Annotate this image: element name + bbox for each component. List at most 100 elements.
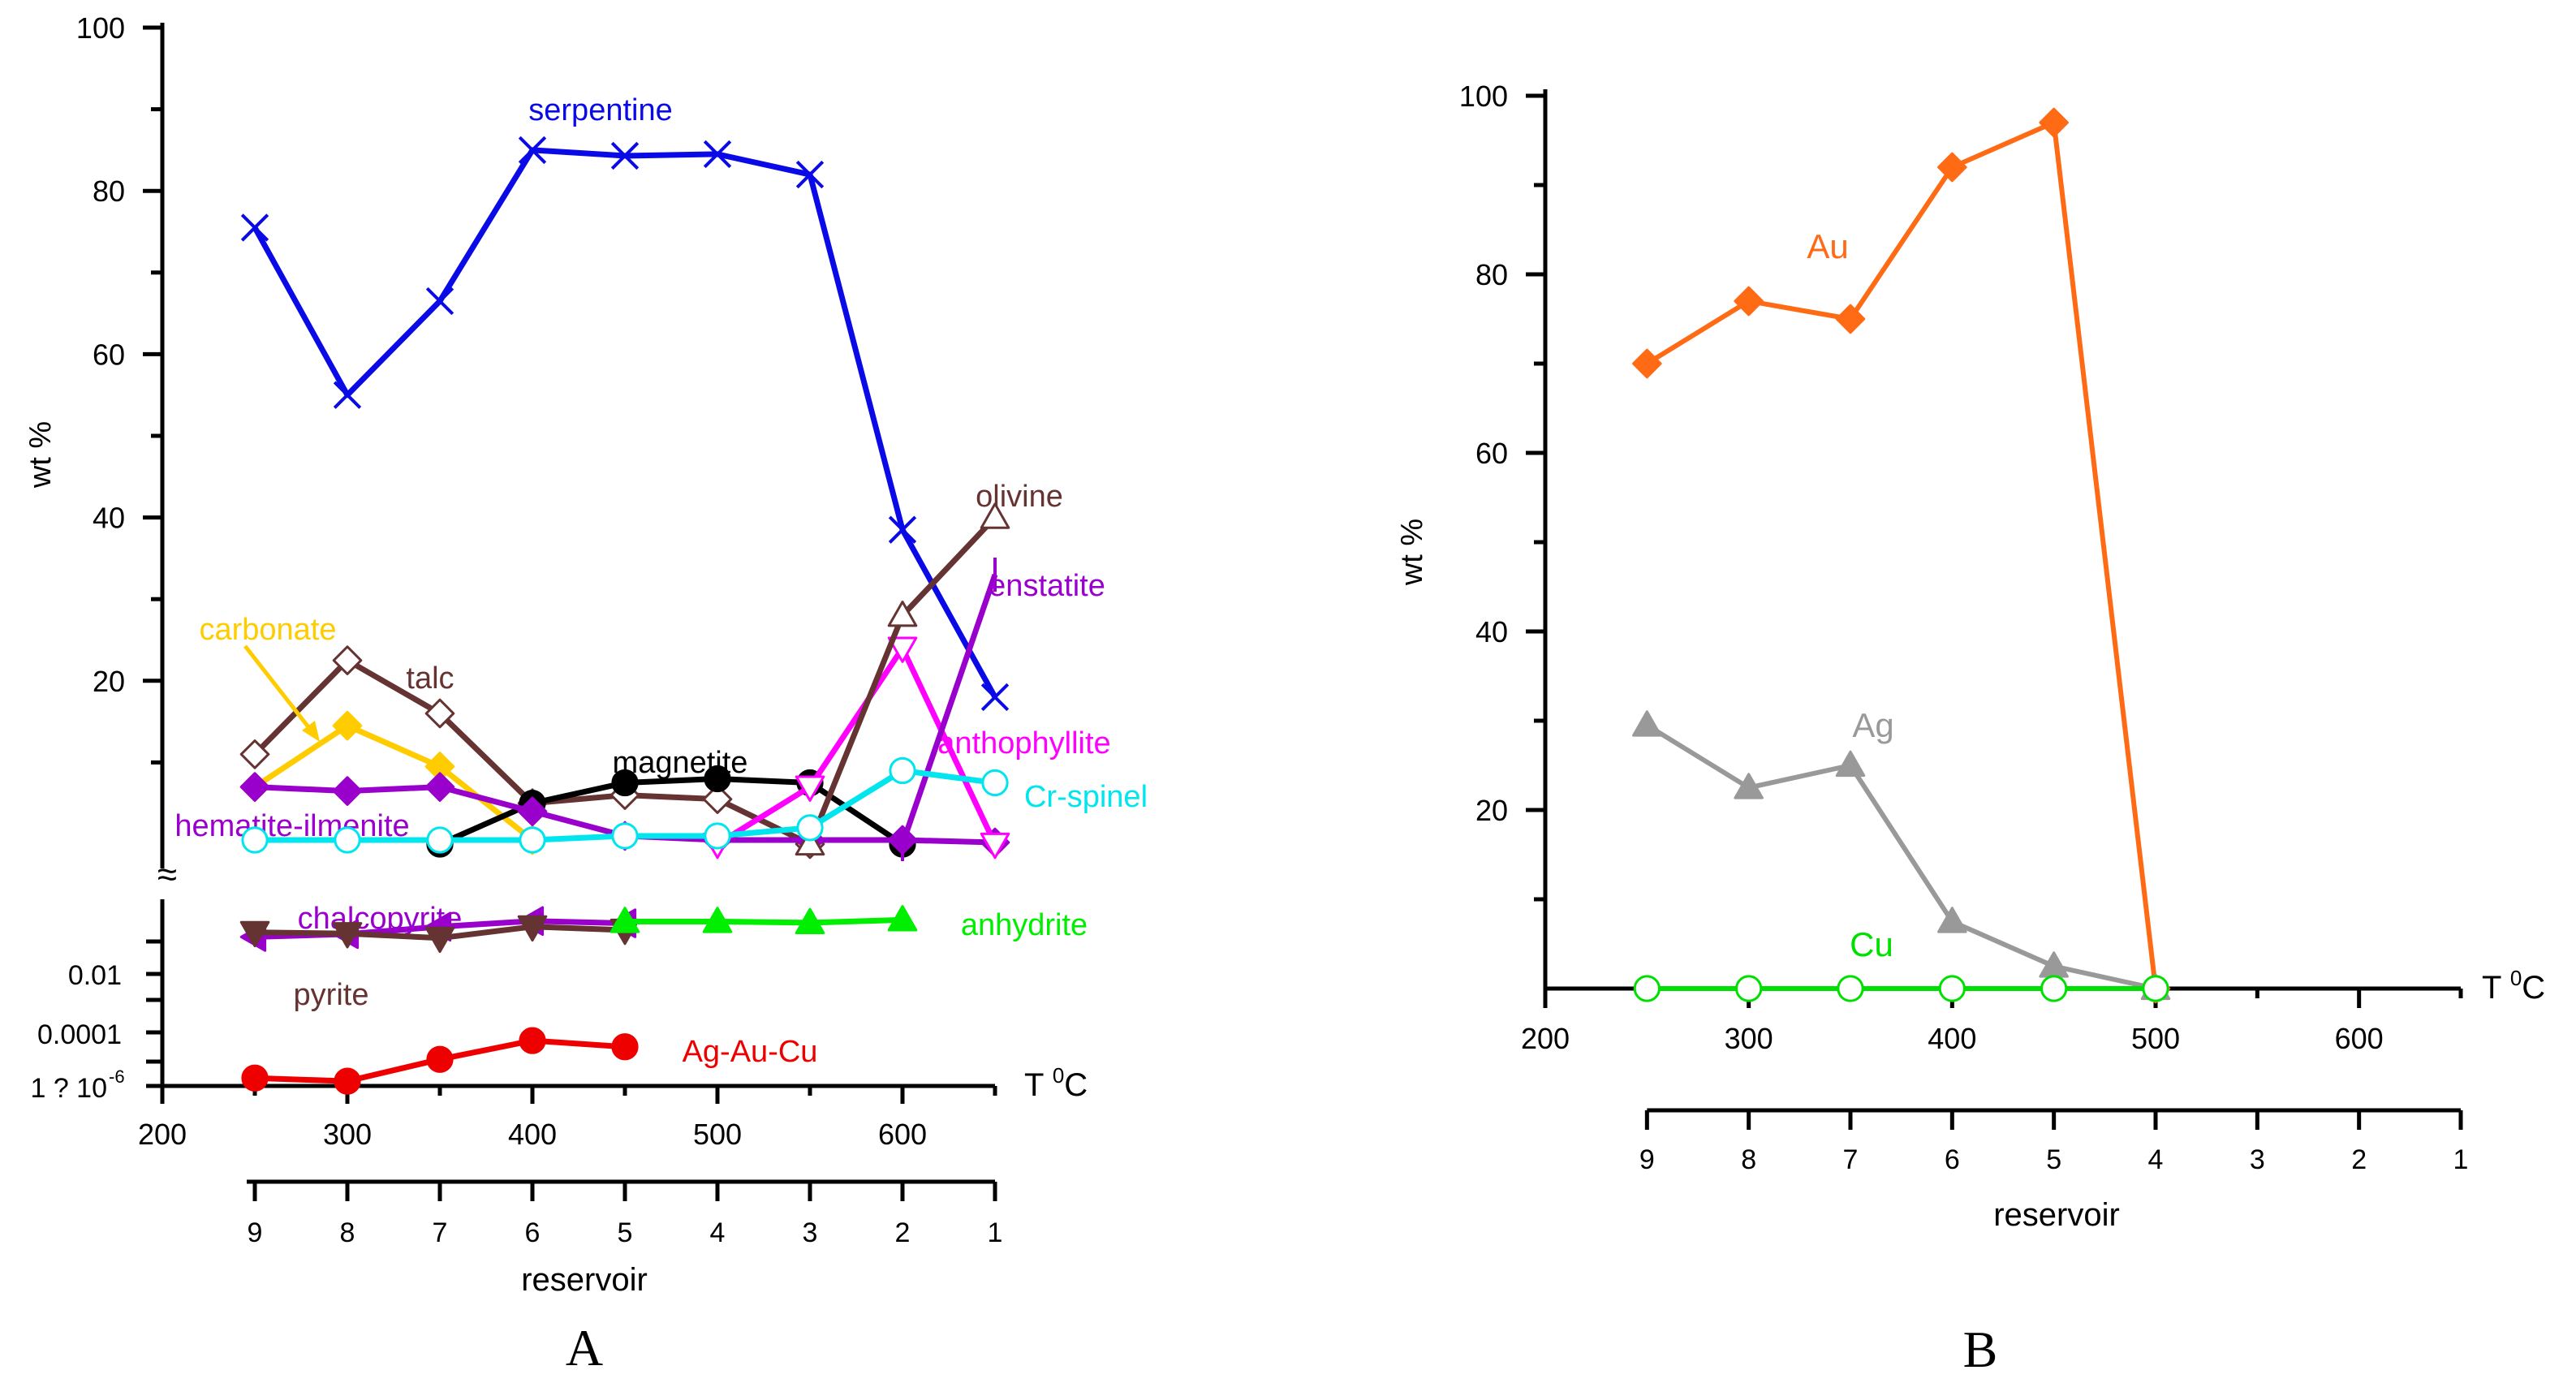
- data-point-stroke-b: [240, 213, 269, 242]
- data-point: [239, 739, 270, 769]
- data-point: [795, 907, 825, 934]
- x-axis-label-t: T 0C: [2482, 966, 2545, 1006]
- data-point-stroke-b: [518, 136, 547, 165]
- data-point-stroke-b: [610, 141, 640, 170]
- reservoir-tick-label: 2: [2351, 1144, 2367, 1175]
- series-label: Cr-spinel: [1024, 780, 1148, 814]
- x-tick-label: 500: [2131, 1022, 2180, 1055]
- y-tick-label: 60: [93, 338, 125, 371]
- reservoir-label: reservoir: [1993, 1197, 2120, 1233]
- reservoir-tick-label: 6: [1945, 1144, 1960, 1175]
- panel-a-series: serpentine carbonate talc magnetitehematite…: [174, 93, 1148, 1095]
- x-axis-unit-letter: C: [1064, 1067, 1088, 1103]
- series-hematite-ilmenite: hematite-ilmenite: [174, 772, 1010, 858]
- data-point: [702, 784, 733, 814]
- y-tick-label: 20: [1475, 794, 1508, 827]
- reservoir-label: reservoir: [521, 1262, 648, 1298]
- series-label: Ag: [1852, 706, 1893, 744]
- data-point: [332, 645, 363, 675]
- reservoir-tick-label: 9: [248, 1217, 263, 1248]
- data-point-stroke-b: [888, 515, 917, 544]
- x-tick-label: 600: [2335, 1022, 2384, 1055]
- series-label: pyrite: [294, 978, 369, 1012]
- data-point: [425, 287, 454, 316]
- series-cu: Cu: [1633, 925, 2169, 1002]
- x-tick-label: 400: [1928, 1022, 1976, 1055]
- data-point: [980, 832, 1010, 860]
- data-point: [424, 772, 455, 802]
- y-axis-label: wt %: [1395, 519, 1429, 586]
- reservoir-tick-label: 9: [1639, 1144, 1655, 1175]
- reservoir-tick-label: 8: [1741, 1144, 1756, 1175]
- arrow-shaft: [243, 644, 317, 737]
- series-label: enstatite: [989, 569, 1105, 603]
- data-point: [424, 698, 455, 729]
- data-point: [332, 710, 363, 741]
- x-axis-unit-letter: C: [2522, 970, 2545, 1006]
- panel-label-b: B: [1963, 1321, 1998, 1378]
- reservoir-tick-label: 2: [895, 1217, 911, 1248]
- series-enstatite: enstatite: [899, 558, 1105, 861]
- data-point: [241, 1064, 269, 1092]
- reservoir-tick-label: 3: [2250, 1144, 2265, 1175]
- x-axis-label-t: T 0C: [1024, 1063, 1088, 1103]
- panel-a-labels: wt % ≈ T 0C reservoir A: [24, 421, 1088, 1377]
- reservoir-tick-label: 5: [618, 1217, 633, 1248]
- series-label: olivine: [976, 480, 1063, 514]
- data-point: [239, 920, 270, 948]
- carbonate-arrow: [243, 644, 320, 742]
- series-label: magnetite: [613, 746, 748, 780]
- data-point: [1735, 975, 1763, 1002]
- y-tick-label: 100: [1459, 80, 1508, 113]
- data-point: [1633, 975, 1661, 1002]
- data-point: [795, 829, 825, 856]
- data-point: [611, 1033, 639, 1061]
- data-point: [980, 683, 1010, 712]
- series-line: [625, 916, 903, 926]
- series-line: [252, 147, 998, 699]
- panel-b-axes: 20 40 60 80 100 200 300 400 500 600 9 8 7 6 5 4 3 2 1: [1459, 80, 2469, 1175]
- data-point: [704, 765, 731, 793]
- x-tick-label: 400: [508, 1118, 557, 1151]
- data-point: [796, 814, 824, 842]
- data-point: [1837, 975, 1864, 1002]
- series-anthophyllite: anthophyllite: [702, 636, 1111, 860]
- data-point: [888, 515, 917, 544]
- y-tick-label: 1 ? 10: [30, 1073, 107, 1104]
- y-tick-label: 0.01: [68, 960, 122, 991]
- y-tick-label: 0.0001: [37, 1019, 122, 1050]
- data-point: [239, 772, 270, 802]
- data-point: [1734, 286, 1764, 317]
- y-tick-label: 60: [1475, 437, 1508, 470]
- series-label: serpentine: [528, 93, 672, 127]
- data-point-stroke-b: [703, 140, 732, 169]
- series-label: anthophyllite: [937, 726, 1110, 760]
- series-line: [1645, 120, 2158, 989]
- data-point: [887, 601, 918, 627]
- reservoir-tick-label: 7: [1843, 1144, 1859, 1175]
- reservoir-tick-label: 5: [2046, 1144, 2061, 1175]
- data-point: [2040, 975, 2068, 1002]
- x-axis-unit-sup: 0: [2510, 966, 2522, 990]
- reservoir-tick-label: 1: [2453, 1144, 2469, 1175]
- data-point: [426, 826, 454, 854]
- series-line: [716, 645, 998, 847]
- data-point-stroke-b: [795, 160, 825, 189]
- reservoir-tick-label: 4: [710, 1217, 726, 1248]
- series-label: Cu: [1850, 925, 1893, 963]
- series-ag-au-cu: Ag-Au-Cu: [241, 1027, 817, 1095]
- data-point-stroke-b: [980, 683, 1010, 712]
- y-tick-label: 100: [76, 11, 125, 45]
- data-point: [334, 1067, 361, 1095]
- reservoir-tick-label: 7: [433, 1217, 448, 1248]
- data-point: [795, 160, 825, 189]
- data-point: [332, 776, 363, 806]
- data-point: [1937, 907, 1967, 933]
- series-label: Au: [1807, 227, 1848, 265]
- axis-break-symbol: ≈: [157, 855, 177, 894]
- y-tick-label: 80: [93, 174, 125, 208]
- y-axis-label: wt %: [24, 421, 58, 489]
- data-point: [887, 636, 918, 663]
- data-point: [426, 1045, 454, 1073]
- x-tick-label: 600: [878, 1118, 927, 1151]
